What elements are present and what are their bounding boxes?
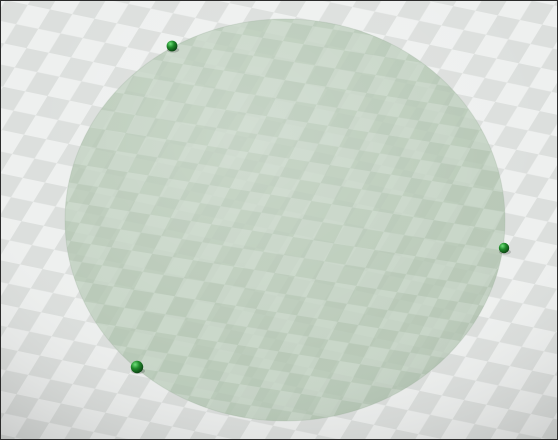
marker-sphere[interactable] [166,40,178,52]
translucent-disc[interactable] [64,18,506,422]
marker-point-top[interactable] [166,40,180,53]
marker-point-right[interactable] [498,242,511,255]
marker-point-bottom-left[interactable] [130,360,145,374]
disc-edge [64,18,506,422]
disc-shade [65,19,505,421]
marker-points[interactable] [130,40,511,374]
marker-sphere[interactable] [498,242,510,254]
marker-sphere[interactable] [130,360,144,374]
